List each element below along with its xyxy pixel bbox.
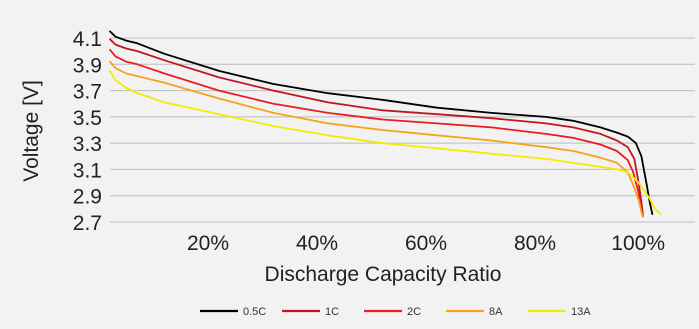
legend-label: 8A — [489, 306, 503, 318]
y-tick-label-2: 3.7 — [73, 81, 102, 104]
series-line-0.5c — [109, 30, 654, 215]
legend-label: 13A — [571, 306, 591, 318]
legend-item-8a: 8A — [446, 306, 503, 318]
legend-item-0.5c: 0.5C — [200, 306, 266, 318]
legend-label: 0.5C — [243, 306, 266, 318]
x-tick-labels: 20% 40% 60% 80% 100% — [187, 232, 665, 255]
y-tick-label-5: 3.1 — [73, 159, 102, 182]
legend: 0.5C 1C 2C 8A 13A — [200, 306, 591, 318]
series-lines — [109, 30, 662, 218]
grid — [110, 37, 695, 223]
y-tick-label-4: 3.3 — [73, 133, 102, 156]
legend-label: 1C — [325, 306, 339, 318]
x-tick-label-1: 40% — [296, 232, 338, 255]
legend-label: 2C — [407, 306, 421, 318]
series-line-13a — [109, 70, 662, 215]
legend-item-2c: 2C — [364, 306, 421, 318]
y-tick-label-7: 2.7 — [73, 212, 102, 235]
y-tick-label-6: 2.9 — [73, 186, 102, 209]
series-line-1c — [109, 38, 644, 217]
legend-item-13a: 13A — [528, 306, 591, 318]
x-tick-label-4: 100% — [611, 232, 665, 255]
series-line-8a — [109, 60, 644, 218]
y-tick-label-1: 3.9 — [73, 54, 102, 77]
legend-item-1c: 1C — [282, 306, 339, 318]
y-tick-labels: 4.1 3.9 3.7 3.5 3.3 3.1 2.9 2.7 — [73, 28, 102, 235]
y-axis-label: Voltage [V] — [20, 80, 43, 182]
series-line-2c — [109, 48, 644, 218]
y-tick-label-0: 4.1 — [73, 28, 102, 51]
y-tick-label-3: 3.5 — [73, 107, 102, 130]
x-tick-label-2: 60% — [405, 232, 447, 255]
x-axis-label: Discharge Capacity Ratio — [265, 263, 502, 286]
x-tick-label-0: 20% — [187, 232, 229, 255]
x-tick-label-3: 80% — [514, 232, 556, 255]
